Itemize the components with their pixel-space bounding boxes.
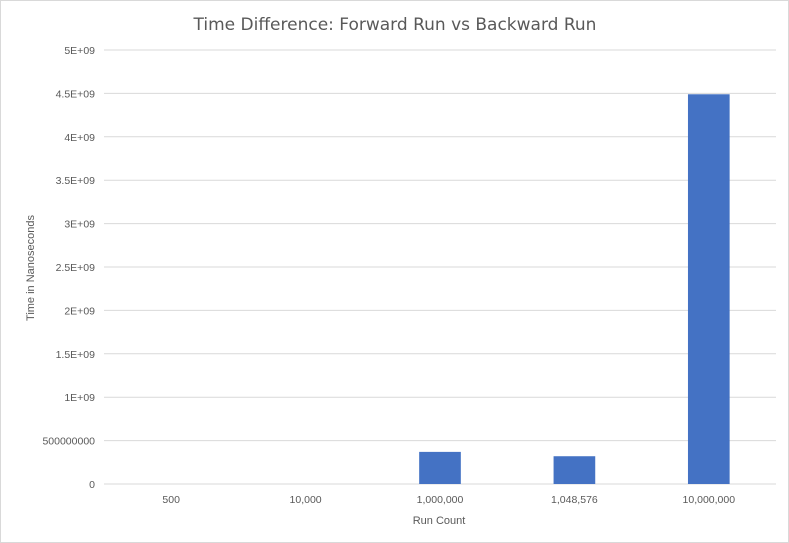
x-tick-label: 1,048,576	[551, 494, 598, 506]
y-tick-label: 2.5E+09	[56, 262, 96, 274]
y-tick-label: 5E+09	[64, 45, 95, 57]
bar-2	[419, 451, 461, 484]
y-tick-label: 0	[89, 479, 95, 491]
y-tick-label: 1.5E+09	[56, 349, 96, 361]
bar-3	[553, 456, 596, 484]
bar-4	[687, 94, 730, 484]
y-tick-label: 500000000	[42, 436, 95, 448]
x-axis-label: Run Count	[413, 515, 466, 527]
y-axis-ticks: 0 500000000 1E+09 1.5E+09 2E+09 2.5E+09 3E+09 3…	[42, 45, 95, 491]
y-axis-label: Time in Nanoseconds	[25, 215, 37, 321]
y-tick-label: 3.5E+09	[56, 175, 96, 187]
y-tick-label: 4.5E+09	[56, 88, 96, 100]
y-tick-label: 3E+09	[64, 219, 95, 231]
y-tick-label: 4E+09	[64, 132, 95, 144]
x-tick-label: 10,000,000	[683, 494, 736, 506]
y-tick-label: 2E+09	[64, 305, 95, 317]
x-tick-label: 1,000,000	[417, 494, 464, 506]
x-axis-ticks: 500 10,000 1,000,000 1,048,576 10,000,000	[162, 494, 735, 506]
y-tick-label: 1E+09	[64, 392, 95, 404]
chart-title: Time Difference: Forward Run vs Backward…	[193, 15, 597, 35]
bars	[419, 94, 730, 484]
x-tick-label: 10,000	[290, 494, 322, 506]
gridlines	[104, 49, 776, 485]
x-tick-label: 500	[162, 494, 180, 506]
